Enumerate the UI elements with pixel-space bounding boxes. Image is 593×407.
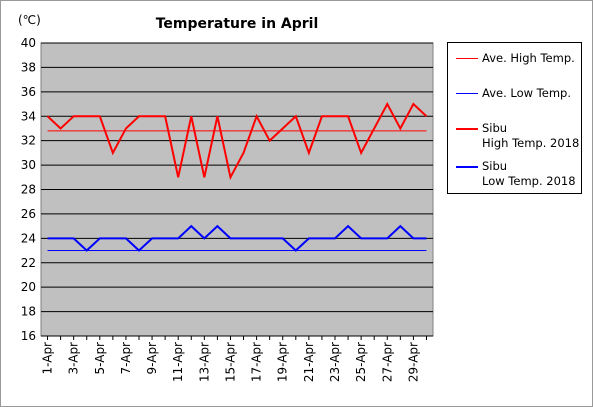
y-tick-label: 40 (21, 36, 36, 50)
series-line (46, 101, 428, 181)
x-tick-label: 13-Apr (197, 342, 211, 382)
x-tick-label: 7-Apr (119, 342, 133, 375)
legend-label: Ave. High Temp. (482, 51, 575, 65)
y-tick-label: 22 (21, 256, 36, 270)
x-tick-label: 5-Apr (93, 342, 107, 375)
y-tick-label: 26 (21, 207, 36, 221)
x-tick-label: 23-Apr (328, 342, 342, 382)
x-tick-label: 17-Apr (250, 342, 264, 382)
legend-swatch (456, 166, 478, 168)
y-axis-label: (℃) (18, 13, 41, 27)
x-tick-label: 9-Apr (145, 342, 159, 375)
legend: Ave. High Temp. Ave. Low Temp. Sibu High T… (447, 42, 582, 194)
x-tick-label: 11-Apr (171, 342, 185, 382)
legend-swatch (456, 93, 478, 94)
y-tick-label: 24 (21, 231, 36, 245)
legend-label: Sibu Low Temp. 2018 (482, 159, 576, 188)
x-tick-label: 3-Apr (67, 342, 81, 375)
legend-label: Sibu High Temp. 2018 (482, 121, 580, 150)
y-tick-label: 38 (21, 60, 36, 74)
y-tick-label: 32 (21, 134, 36, 148)
chart-title: Temperature in April (156, 16, 319, 32)
x-tick-label: 27-Apr (380, 342, 394, 382)
legend-swatch (456, 58, 478, 59)
y-tick-label: 20 (21, 280, 36, 294)
legend-swatch (456, 128, 478, 130)
x-tick-label: 29-Apr (406, 342, 420, 382)
y-tick-label: 18 (21, 305, 36, 319)
y-tick-label: 36 (21, 85, 36, 99)
y-tick-label: 30 (21, 158, 36, 172)
x-tick-label: 15-Apr (223, 342, 237, 382)
y-tick-label: 34 (21, 109, 36, 123)
x-tick-label: 25-Apr (354, 342, 368, 382)
y-tick-label: 28 (21, 183, 36, 197)
series-line (47, 224, 427, 252)
x-tick-label: 19-Apr (276, 342, 290, 382)
x-tick-label: 1-Apr (41, 342, 55, 375)
legend-label: Ave. Low Temp. (482, 86, 571, 100)
x-tick-label: 21-Apr (302, 342, 316, 382)
y-tick-label: 16 (21, 329, 36, 343)
